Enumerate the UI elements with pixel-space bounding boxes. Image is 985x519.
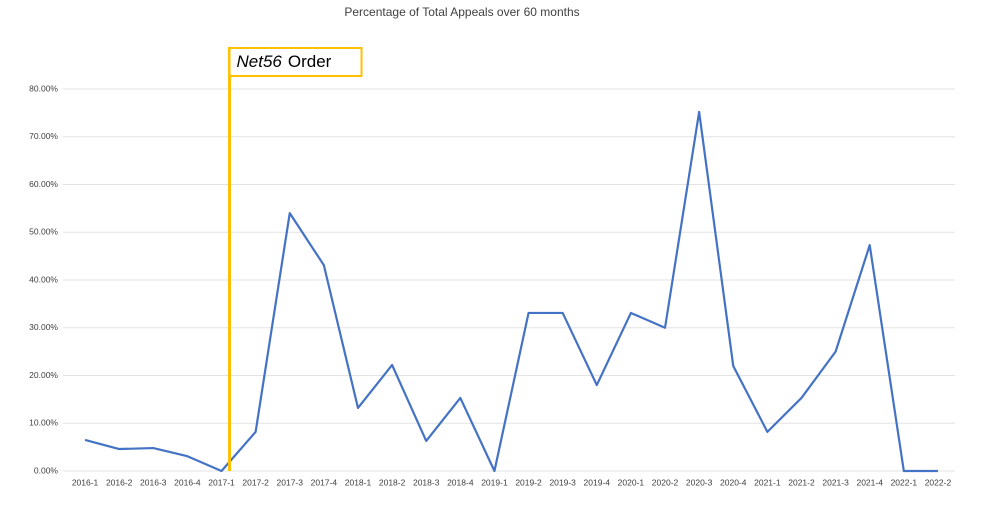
x-tick-label: 2020-4 [720,477,747,487]
y-tick-label: 80.00% [29,83,58,93]
x-tick-label: 2018-1 [345,477,372,487]
y-tick-label: 30.00% [29,322,58,332]
x-tick-label: 2019-4 [584,477,611,487]
x-tick-label: 2021-2 [788,477,815,487]
x-tick-label: 2016-3 [140,477,167,487]
x-tick-label: 2020-2 [652,477,679,487]
y-tick-label: 50.00% [29,227,58,237]
x-tick-label: 2021-1 [754,477,781,487]
annotation-italic: Net56 [237,52,283,71]
x-tick-label: 2018-2 [379,477,406,487]
x-tick-label: 2019-2 [515,477,542,487]
x-tick-label: 2018-3 [413,477,440,487]
y-tick-label: 40.00% [29,274,58,284]
x-tick-label: 2017-2 [242,477,269,487]
annotation-text: Net56 Order [237,52,332,71]
x-tick-label: 2022-1 [891,477,918,487]
x-tick-label: 2021-3 [822,477,849,487]
x-tick-label: 2021-4 [856,477,883,487]
x-tick-label: 2019-1 [481,477,508,487]
data-line [84,110,938,473]
x-tick-label: 2017-4 [311,477,338,487]
annotation-rest: Order [288,52,332,71]
y-tick-label: 20.00% [29,370,58,380]
x-tick-label: 2017-3 [277,477,304,487]
chart-title: Percentage of Total Appeals over 60 mont… [344,5,579,19]
x-tick-label: 2016-2 [106,477,133,487]
x-tick-label: 2018-4 [447,477,474,487]
y-tick-label: 0.00% [34,465,59,475]
x-tick-label: 2020-1 [618,477,645,487]
x-tick-label: 2022-2 [925,477,952,487]
y-tick-label: 10.00% [29,418,58,428]
x-tick-label: 2020-3 [686,477,713,487]
x-tick-label: 2016-4 [174,477,201,487]
x-tick-label: 2016-1 [72,477,99,487]
y-tick-label: 70.00% [29,131,58,141]
y-tick-label: 60.00% [29,179,58,189]
x-tick-label: 2019-3 [549,477,576,487]
x-tick-label: 2017-1 [208,477,235,487]
annotation-box [228,47,363,77]
